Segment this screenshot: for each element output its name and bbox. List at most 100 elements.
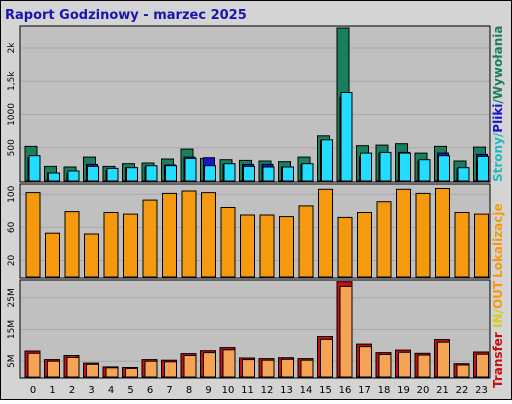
bar-hits xyxy=(282,166,294,182)
bar-visits xyxy=(435,188,450,278)
bar-hits xyxy=(340,92,353,182)
bar-transfer-out xyxy=(183,355,197,378)
chart-marks: 500 1000 1,5k 2k 20 60 100 5M 15M 25M xyxy=(7,27,489,378)
side-label-files: Pliki xyxy=(491,104,505,133)
x-tick-label: 14 xyxy=(300,385,313,396)
bar-visits xyxy=(240,214,255,278)
x-tick-label: 9 xyxy=(205,385,211,396)
bar-transfer-out xyxy=(27,352,41,378)
x-tick-label: 10 xyxy=(222,385,235,396)
bar-transfer-out xyxy=(47,360,60,378)
bar-visits xyxy=(45,232,60,278)
bar-visits xyxy=(376,201,392,278)
bar-transfer-out xyxy=(281,358,294,378)
bar-hits xyxy=(321,139,333,182)
x-tick-label: 21 xyxy=(436,385,449,396)
bar-visits xyxy=(454,212,470,278)
side-label-top: Strony/Pliki/Wywołania xyxy=(491,25,505,182)
svg-text:Transfer IN/OUT: Transfer IN/OUT xyxy=(491,280,505,388)
bar-hits xyxy=(243,165,255,182)
bar-visits xyxy=(220,207,236,278)
bar-hits xyxy=(145,165,158,182)
side-label-in: IN xyxy=(491,313,505,328)
side-label-bottom: Transfer IN/OUT xyxy=(491,280,505,388)
y-tick-label: 5M xyxy=(7,354,17,368)
bar-hits xyxy=(67,170,80,182)
bar-transfer-out xyxy=(320,338,333,378)
bar-transfer-out xyxy=(164,361,177,378)
bar-hits xyxy=(457,167,470,182)
bar-visits xyxy=(279,216,294,278)
x-tick-label: 0 xyxy=(30,385,36,396)
bar-hits xyxy=(379,151,392,182)
x-tick-label: 18 xyxy=(378,385,391,396)
bar-visits xyxy=(396,188,411,278)
bar-transfer-out xyxy=(66,356,80,378)
x-tick-label: 4 xyxy=(108,385,114,396)
bar-visits xyxy=(201,192,216,278)
x-axis-labels: 0 1 2 3 4 5 6 7 8 9 10 11 12 13 14 15 16 17 18 19 20 21 22 23 xyxy=(30,385,488,396)
y-tick-label: 15M xyxy=(7,320,17,339)
bar-transfer-out xyxy=(203,352,216,378)
bar-transfer-out xyxy=(86,363,99,378)
svg-text:Strony/Pliki/Wywołania: Strony/Pliki/Wywołania xyxy=(491,25,505,182)
y-tick-label: 20 xyxy=(7,254,17,266)
x-tick-label: 1 xyxy=(49,385,55,396)
x-tick-label: 13 xyxy=(280,385,293,396)
x-tick-label: 11 xyxy=(241,385,254,396)
bar-visits xyxy=(123,213,138,278)
bar-transfer-out xyxy=(144,360,158,378)
side-label-transfer: Transfer xyxy=(491,332,505,388)
bar-visits xyxy=(103,212,119,278)
bar-hits xyxy=(262,166,275,182)
bar-visits xyxy=(318,188,333,278)
bar-transfer-out xyxy=(437,341,450,378)
bar-visits xyxy=(259,214,275,278)
bar-hits xyxy=(48,172,60,182)
bar-hits xyxy=(204,165,216,182)
bar-hits xyxy=(126,167,138,182)
bar-transfer-out xyxy=(105,367,119,378)
bar-hits xyxy=(184,157,197,182)
bar-transfer-out xyxy=(398,351,411,378)
page-title: Raport Godzinowy - marzec 2025 xyxy=(5,8,247,23)
y-tick-label: 1000 xyxy=(7,103,17,126)
bar-transfer-out xyxy=(456,364,470,378)
bar-visits xyxy=(357,212,372,278)
x-tick-label: 12 xyxy=(261,385,274,396)
x-tick-label: 8 xyxy=(186,385,192,396)
bar-visits xyxy=(25,192,41,278)
bar-transfer-out xyxy=(300,359,314,378)
side-label-pages: Strony xyxy=(491,137,505,182)
x-tick-label: 5 xyxy=(127,385,133,396)
x-tick-label: 7 xyxy=(166,385,172,396)
bar-transfer-out xyxy=(125,367,138,378)
side-label-out: OUT xyxy=(491,280,505,309)
x-tick-label: 22 xyxy=(456,385,469,396)
side-label-visits: Lokalizacje xyxy=(491,203,505,278)
bar-visits xyxy=(337,216,353,278)
x-tick-label: 19 xyxy=(397,385,410,396)
bar-hits xyxy=(360,152,372,182)
y-tick-label: 1,5k xyxy=(7,71,17,91)
bar-hits xyxy=(438,155,450,182)
x-tick-label: 17 xyxy=(358,385,371,396)
bar-transfer-out xyxy=(476,353,489,378)
side-label-separator: / xyxy=(491,99,505,104)
bar-hits xyxy=(87,165,99,182)
bar-transfer-out xyxy=(242,359,255,378)
bar-transfer-out xyxy=(359,346,372,378)
y-tick-label: 25M xyxy=(7,288,17,307)
bar-visits xyxy=(181,190,197,278)
side-label-mid: Lokalizacje xyxy=(491,203,505,278)
side-label-hits: Wywołania xyxy=(491,25,505,99)
side-label-separator: / xyxy=(491,308,505,313)
y-tick-label: 60 xyxy=(7,221,17,233)
bar-visits xyxy=(474,213,489,278)
bar-visits xyxy=(415,192,431,278)
side-label-separator: / xyxy=(491,132,505,137)
y-tick-label: 500 xyxy=(7,139,17,156)
bar-visits xyxy=(142,199,158,278)
